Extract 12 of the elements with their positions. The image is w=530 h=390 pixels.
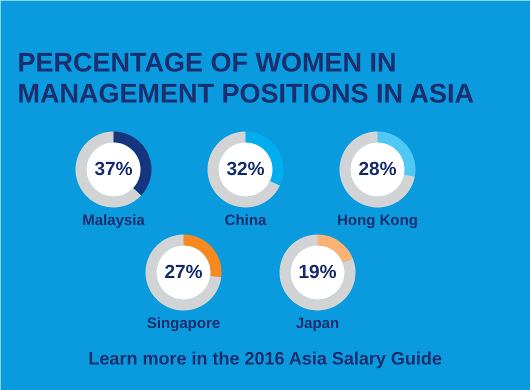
text: Malaysia (82, 212, 146, 229)
text: Hong Kong (337, 212, 418, 229)
data-label: 37% (94, 159, 133, 180)
data-label: 32% (226, 159, 265, 180)
data-label: 27% (164, 262, 203, 283)
text: Learn more in the 2016 Asia Salary Guide (88, 348, 442, 368)
data-label: 19% (298, 262, 337, 283)
text: China (224, 212, 267, 229)
text: PERCENTAGE OF WOMEN IN MANAGEMENT POSITIONS IN ASIA (18, 48, 474, 108)
text: Singapore (146, 315, 220, 332)
data-label: 28% (358, 159, 397, 180)
text: Japan (296, 315, 340, 332)
